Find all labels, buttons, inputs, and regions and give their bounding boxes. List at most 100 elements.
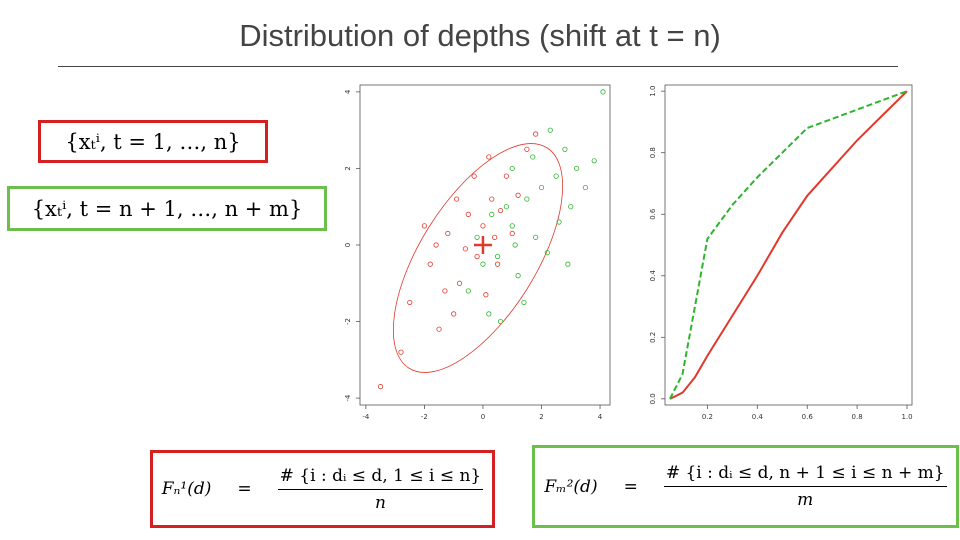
x-tick-label: 1.0 xyxy=(901,413,912,421)
point xyxy=(509,230,515,237)
point xyxy=(574,165,580,172)
point xyxy=(547,127,553,133)
point xyxy=(462,246,468,252)
point xyxy=(456,280,463,286)
y-tick-label: -4 xyxy=(344,394,352,402)
point xyxy=(515,192,521,198)
point xyxy=(533,131,539,137)
point xyxy=(591,158,597,164)
point xyxy=(512,242,518,248)
point xyxy=(407,299,413,306)
numerator: # {i : dᵢ ≤ d, 1 ≤ i ≤ n} xyxy=(277,466,484,490)
formula-lhs: Fₘ²(d) xyxy=(544,476,598,497)
y-tick-label: 0.0 xyxy=(649,393,657,404)
point xyxy=(483,292,489,298)
point xyxy=(565,261,571,267)
denominator: n xyxy=(374,492,386,513)
point xyxy=(489,196,495,202)
slide-title: Distribution of depths (shift at t = n) xyxy=(239,18,721,53)
point xyxy=(509,223,515,229)
formula-lhs: Fₙ¹(d) xyxy=(161,479,212,499)
second-set: {xₜⁱ, t = n + 1, …, n + m} xyxy=(7,186,327,231)
point xyxy=(515,273,521,279)
line xyxy=(669,90,908,400)
point xyxy=(474,234,480,240)
point xyxy=(445,230,451,237)
point xyxy=(497,207,504,214)
x-tick-label: -4 xyxy=(362,413,370,421)
point xyxy=(454,196,460,202)
formula-eq: = xyxy=(623,476,638,497)
x-tick-label: 4 xyxy=(598,413,603,421)
y-tick-label: 4 xyxy=(344,89,352,94)
point xyxy=(553,173,559,179)
point xyxy=(465,288,471,294)
point xyxy=(421,223,428,229)
x-tick-label: 2 xyxy=(539,413,543,421)
point xyxy=(377,384,384,390)
point xyxy=(509,165,515,172)
point xyxy=(494,253,501,260)
point xyxy=(533,234,539,240)
formula-eq: = xyxy=(237,479,252,499)
point xyxy=(524,146,530,152)
y-tick-label: 1.0 xyxy=(649,86,657,97)
point xyxy=(433,242,439,248)
y-tick-label: 2 xyxy=(344,166,352,170)
x-tick-label: 0.2 xyxy=(702,413,713,421)
point xyxy=(398,349,404,355)
y-tick-label: 0.8 xyxy=(649,147,657,158)
denominator: m xyxy=(797,490,814,510)
x-tick-label: 0.6 xyxy=(802,413,814,421)
point xyxy=(562,146,568,152)
point xyxy=(471,173,477,179)
point xyxy=(489,211,495,217)
y-tick-label: 0 xyxy=(344,243,352,247)
point xyxy=(503,204,509,210)
x-tick-label: 0 xyxy=(481,413,485,421)
y-tick-label: 0.6 xyxy=(649,208,657,220)
point xyxy=(600,89,606,95)
point xyxy=(486,311,492,317)
point xyxy=(442,288,448,294)
point xyxy=(556,219,562,225)
y-tick-label: -2 xyxy=(344,318,352,325)
plot-frame xyxy=(664,84,913,406)
point xyxy=(436,326,442,332)
point xyxy=(582,184,589,191)
x-tick-label: -2 xyxy=(421,413,428,421)
depth-contour xyxy=(392,143,564,373)
fraction: # {i : dᵢ ≤ d, 1 ≤ i ≤ n} n xyxy=(277,466,484,513)
formula-box: Fₙ¹(d) = # {i : dᵢ ≤ d, 1 ≤ i ≤ n} n xyxy=(150,450,495,528)
point xyxy=(465,211,471,217)
y-tick-label: 0.2 xyxy=(649,332,657,343)
point xyxy=(494,261,501,267)
point xyxy=(497,318,504,325)
point xyxy=(451,311,457,317)
point xyxy=(486,154,492,160)
point xyxy=(427,261,433,267)
center-marker xyxy=(473,236,492,254)
y-tick-label: 0.4 xyxy=(649,270,657,282)
point xyxy=(474,253,480,260)
title-rule xyxy=(58,66,898,67)
fraction: # {i : dᵢ ≤ d, n + 1 ≤ i ≤ n + m} m xyxy=(663,463,947,510)
point xyxy=(530,154,536,160)
x-tick-label: 0.4 xyxy=(752,413,764,421)
numerator: # {i : dᵢ ≤ d, n + 1 ≤ i ≤ n + m} xyxy=(663,463,947,487)
point xyxy=(480,223,486,229)
point xyxy=(568,204,574,210)
point xyxy=(544,250,550,256)
formula-box: Fₘ²(d) = # {i : dᵢ ≤ d, n + 1 ≤ i ≤ n + … xyxy=(532,445,959,528)
point xyxy=(521,299,527,306)
first-set: {xₜⁱ, t = 1, …, n} xyxy=(38,120,268,163)
point xyxy=(480,261,486,267)
point xyxy=(492,234,498,240)
point xyxy=(503,173,509,179)
point xyxy=(538,184,545,191)
line xyxy=(669,90,908,400)
x-tick-label: 0.8 xyxy=(852,413,863,421)
point xyxy=(524,196,530,202)
